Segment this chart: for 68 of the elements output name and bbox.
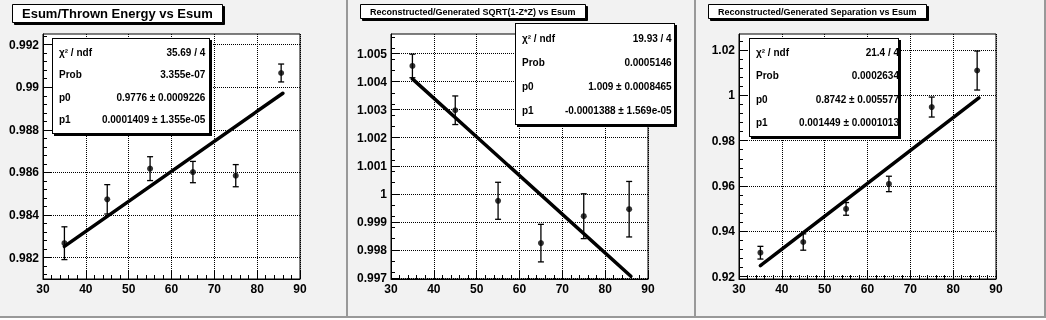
y-tick-label: 1.004	[356, 74, 388, 89]
chart-title: Esum/Thrown Energy vs Esum	[22, 6, 213, 21]
x-tick-label: 80	[598, 282, 613, 296]
x-tick-label: 90	[641, 282, 655, 296]
y-tick-label: 1.02	[711, 42, 736, 57]
annotation: p0	[756, 93, 769, 105]
annotation: χ² / ndf	[59, 46, 92, 58]
y-tick-label: 0.992	[8, 37, 40, 52]
y-tick-label: 0.99	[15, 80, 40, 95]
x-tick-label: 80	[946, 282, 961, 296]
y-tick-label: 0.94	[711, 224, 736, 239]
annotation: χ² / ndf	[756, 47, 789, 59]
x-tick-label: 40	[775, 282, 789, 296]
annotation: 0.0002634	[850, 70, 899, 82]
annotation: p1	[59, 114, 72, 126]
annotation: 1.009 ± 0.0008465	[587, 80, 672, 92]
x-tick-label: 70	[903, 282, 918, 296]
annotation: 0.8742 ± 0.005577	[814, 93, 899, 105]
y-tick-label: 0.982	[8, 250, 40, 265]
y-tick-label: 0.98	[711, 133, 736, 148]
y-tick-label: 0.984	[8, 208, 40, 223]
annotation: Prob	[756, 70, 780, 82]
annotation: p0	[522, 80, 535, 92]
annotation: -0.0001388 ± 1.569e-05	[564, 104, 672, 116]
x-tick-label: 60	[860, 282, 875, 296]
x-tick-label: 30	[384, 282, 398, 296]
x-tick-label: 50	[469, 282, 484, 296]
y-tick-label: 1.003	[356, 102, 388, 117]
x-tick-label: 90	[989, 282, 1003, 296]
annotation: p1	[522, 104, 535, 116]
chart-title: Reconstructed/Generated Separation vs Esum	[718, 6, 917, 17]
annotation: 0.0001409 ± 1.355e-05	[101, 114, 206, 126]
x-tick-label: 60	[512, 282, 527, 296]
annotation: p1	[756, 116, 769, 128]
y-tick-label: 0.998	[356, 242, 388, 257]
x-tick-label: 90	[293, 282, 307, 296]
y-tick-label: 1	[380, 186, 388, 201]
annotation: 0.9776 ± 0.0009226	[115, 91, 206, 103]
x-tick-label: 50	[121, 282, 136, 296]
annotation: 0.001449 ± 0.0001013	[798, 116, 899, 128]
x-tick-label: 30	[36, 282, 50, 296]
y-tick-label: 1.002	[356, 130, 388, 145]
annotation: 19.93 / 4	[631, 32, 672, 44]
x-tick-label: 40	[79, 282, 93, 296]
y-tick-label: 0.997	[356, 270, 388, 285]
y-tick-label: 0.986	[8, 165, 40, 180]
y-tick-label: 1.005	[356, 46, 388, 61]
annotation: χ² / ndf	[522, 32, 555, 44]
y-tick-label: 0.92	[711, 269, 736, 284]
annotation: 35.69 / 4	[165, 46, 206, 58]
annotation: 3.355e-07	[159, 69, 206, 81]
x-tick-label: 50	[817, 282, 832, 296]
y-tick-label: 0.999	[356, 214, 388, 229]
x-tick-label: 70	[207, 282, 222, 296]
x-tick-label: 30	[732, 282, 746, 296]
y-tick-label: 1	[728, 88, 736, 103]
x-tick-label: 60	[164, 282, 179, 296]
x-tick-label: 70	[555, 282, 570, 296]
annotation: Prob	[522, 56, 546, 68]
y-tick-label: 0.96	[711, 178, 736, 193]
chart-title: Reconstructed/Generated SQRT(1-Z*Z) vs Esum	[370, 6, 576, 17]
y-tick-label: 0.988	[8, 122, 40, 137]
annotation: Prob	[59, 69, 83, 81]
x-tick-label: 40	[427, 282, 441, 296]
annotation: p0	[59, 91, 72, 103]
annotation: 0.0005146	[623, 56, 672, 68]
y-tick-label: 1.001	[356, 158, 388, 173]
x-tick-label: 80	[250, 282, 265, 296]
